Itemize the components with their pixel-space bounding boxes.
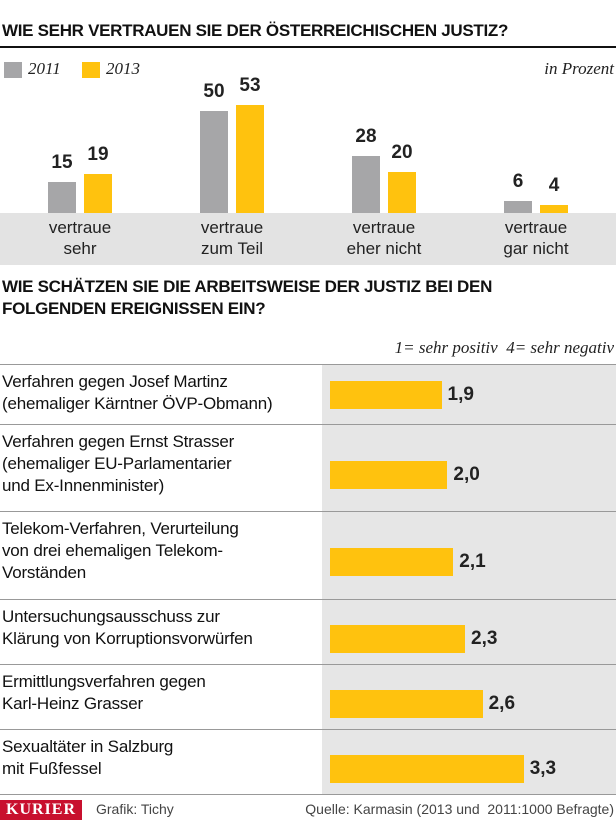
bar: [200, 111, 228, 213]
row-rule: [0, 364, 616, 365]
value-label: 6: [512, 170, 524, 192]
bar-area: [322, 365, 616, 795]
row-label: Untersuchungsausschuss zur Klärung von K…: [2, 607, 253, 648]
row-label: Verfahren gegen Ernst Strasser (ehemalig…: [2, 432, 235, 495]
value-label: 15: [51, 152, 73, 174]
row-label: Verfahren gegen Josef Martinz (ehemalige…: [2, 372, 273, 413]
value-label: 28: [355, 125, 377, 147]
row-rule: [0, 511, 616, 512]
row-rule: [0, 729, 616, 730]
value-label: 20: [391, 142, 413, 164]
value-label: 19: [87, 144, 109, 166]
value-label: 4: [548, 174, 560, 196]
row-rule: [0, 599, 616, 600]
bar: [540, 204, 568, 213]
scale-note: 1= sehr positiv 4= sehr negativ: [394, 338, 614, 357]
legend-label: 2011: [28, 59, 61, 78]
chart-title: WIE SEHR VERTRAUEN SIE DER ÖSTERREICHISC…: [2, 21, 509, 40]
row-label: Telekom-Verfahren, Verurteilung von drei…: [2, 519, 239, 582]
row-rule: [0, 424, 616, 425]
row-label: Ermittlungsverfahren gegen Karl-Heinz Gr…: [2, 672, 206, 713]
value-label: 2,3: [471, 627, 498, 649]
row-label: Sexualtäter in Salzburg mit Fußfessel: [2, 737, 174, 778]
source: Quelle: Karmasin (2013 und 2011:1000 Bef…: [305, 801, 614, 817]
value-label: 2,6: [488, 692, 516, 714]
category-label: vertraue zum Teil: [200, 218, 264, 258]
title-rule: [0, 46, 616, 48]
unit-note: in Prozent: [544, 59, 614, 78]
bar: [504, 200, 532, 213]
bar: [330, 548, 454, 576]
bar: [352, 155, 380, 213]
value-label: 2,0: [453, 463, 480, 485]
value-label: 2,1: [459, 551, 486, 572]
category-band: [0, 213, 616, 265]
logo: KURIER: [0, 800, 83, 820]
category-label: vertraue sehr: [48, 218, 112, 258]
value-label: 50: [203, 81, 225, 102]
value-label: 1,9: [447, 384, 474, 405]
legend-label: 2013: [106, 59, 140, 78]
legend-swatch: [82, 62, 100, 78]
legend-swatch: [4, 62, 22, 78]
bar: [330, 689, 483, 718]
bar: [330, 460, 448, 489]
category-label: vertraue eher nicht: [346, 218, 422, 258]
value-label: 3,3: [529, 757, 557, 779]
bar: [330, 624, 465, 653]
bar: [84, 174, 112, 213]
value-label: 53: [239, 74, 261, 96]
chart-title: WIE SCHÄTZEN SIE DIE ARBEITSWEISE DER JU…: [2, 277, 493, 318]
bar: [330, 754, 524, 783]
row-rule: [0, 664, 616, 665]
bar: [388, 172, 416, 213]
bar: [48, 182, 76, 213]
credit: Grafik: Tichy: [96, 801, 174, 817]
row-rule: [0, 794, 616, 795]
bar: [236, 104, 264, 213]
category-label: vertraue gar nicht: [503, 218, 569, 258]
bar: [330, 381, 442, 409]
